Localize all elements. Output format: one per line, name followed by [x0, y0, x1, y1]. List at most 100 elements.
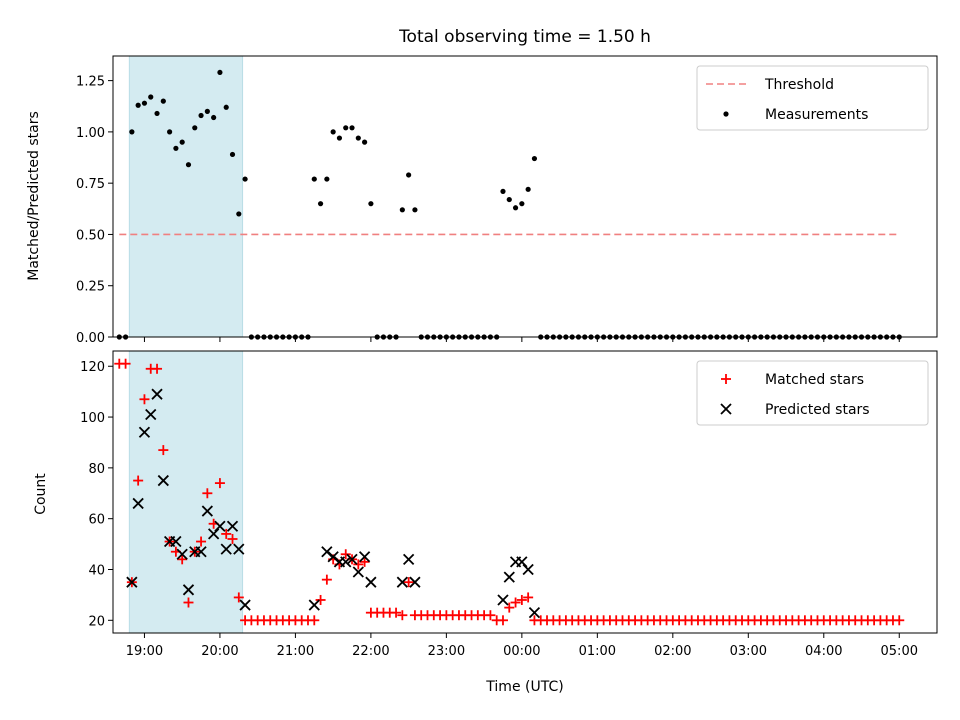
legend-entry: Threshold: [706, 77, 834, 93]
data-point: [340, 556, 352, 568]
data-point: [183, 597, 194, 608]
y-tick-label: 80: [88, 462, 105, 477]
data-point: [497, 615, 508, 626]
y-tick-label: 120: [80, 360, 105, 375]
data-point: [352, 566, 364, 578]
data-point: [330, 129, 336, 135]
data-point: [233, 592, 244, 603]
data-point: [365, 576, 377, 588]
x-tick-label: 00:00: [503, 644, 540, 659]
data-point: [227, 534, 238, 544]
data-point: [167, 129, 173, 135]
legend-label: Matched stars: [765, 372, 864, 388]
data-point: [402, 553, 415, 565]
data-point: [308, 599, 320, 611]
x-tick-label: 19:00: [126, 644, 163, 659]
data-point: [229, 151, 236, 158]
data-point: [504, 602, 515, 613]
y-tick-label: 1.25: [76, 75, 105, 90]
legend: Matched stars Predicted stars: [696, 360, 929, 426]
data-point: [396, 576, 408, 588]
y-tick-label: 0.75: [76, 177, 105, 192]
data-point: [233, 543, 245, 555]
data-point: [397, 610, 408, 621]
data-point: [236, 211, 242, 217]
data-point: [343, 125, 349, 131]
data-point: [355, 135, 361, 141]
data-point: [340, 549, 351, 560]
data-point: [239, 599, 251, 611]
legend-label: Threshold: [764, 77, 834, 93]
y-tick-label: 0.50: [76, 228, 105, 243]
data-point: [223, 104, 229, 110]
data-point: [148, 94, 154, 100]
top-plot-area: 0.00 0.25 0.50 0.75 1.00 1.25 Threshold Measure…: [76, 55, 938, 346]
bottom-plot-area: 20 40 60 80 100 120 19:00 20:00 21:00 22:00 23:00 0…: [80, 350, 938, 659]
data-point: [177, 554, 188, 565]
data-point: [195, 546, 207, 558]
data-point: [321, 574, 332, 585]
x-axis-label: Time (UTC): [485, 679, 563, 695]
data-point: [403, 577, 414, 588]
x-tick-label: 05:00: [881, 644, 918, 659]
data-point: [160, 98, 166, 104]
data-point: [217, 69, 223, 76]
data-point: [506, 196, 512, 203]
data-point: [358, 551, 371, 563]
y-tick-label: 0.00: [76, 331, 105, 346]
legend-box: [696, 360, 929, 426]
data-point: [531, 155, 538, 162]
data-point: [208, 528, 220, 540]
x-tick-label: 23:00: [428, 644, 465, 659]
data-point: [201, 505, 213, 517]
data-point: [138, 426, 151, 438]
data-point: [214, 478, 225, 489]
data-point: [158, 445, 169, 456]
data-point: [485, 610, 496, 621]
data-point: [135, 102, 141, 108]
legend-entry: Matched stars: [721, 372, 864, 388]
data-point: [522, 563, 534, 576]
data-point: [500, 188, 506, 194]
legend: Threshold Measurements: [696, 65, 929, 131]
data-point: [196, 536, 207, 547]
data-point: [152, 363, 163, 374]
data-point: [211, 114, 217, 121]
legend-entry: Predicted stars: [720, 402, 870, 418]
data-point: [353, 559, 364, 570]
x-tick-label: 02:00: [654, 644, 691, 659]
data-point: [145, 408, 157, 421]
chart-title: Total observing time = 1.50 h: [398, 27, 651, 47]
data-point: [311, 176, 317, 182]
data-point: [179, 139, 185, 145]
data-point: [182, 584, 195, 596]
x-tick-label: 21:00: [277, 644, 314, 659]
y-tick-label: 0.25: [76, 280, 105, 295]
data-point: [359, 556, 370, 567]
data-point: [368, 201, 374, 207]
data-point: [362, 139, 368, 145]
x-tick-label: 03:00: [730, 644, 767, 659]
top-y-axis-label: Matched/Predicted stars: [26, 111, 42, 281]
data-point: [516, 556, 528, 568]
data-point: [317, 201, 324, 207]
shaded-span: [128, 350, 244, 634]
data-point: [503, 571, 515, 583]
data-point: [176, 548, 188, 560]
legend-entry: Measurements: [723, 107, 868, 123]
data-point: [315, 594, 326, 605]
shaded-span: [128, 55, 244, 338]
data-point: [409, 576, 421, 588]
data-point: [185, 162, 192, 168]
data-point: [132, 497, 144, 510]
data-point: [391, 607, 402, 618]
data-point: [129, 129, 135, 135]
data-point: [192, 125, 198, 131]
y-tick-label: 20: [88, 614, 105, 629]
data-point: [525, 186, 531, 192]
x-tick-label: 20:00: [201, 644, 238, 659]
data-point: [139, 394, 150, 405]
series-predicted-stars: [126, 388, 541, 619]
x-tick-label: 01:00: [579, 644, 616, 659]
data-point: [324, 176, 330, 182]
